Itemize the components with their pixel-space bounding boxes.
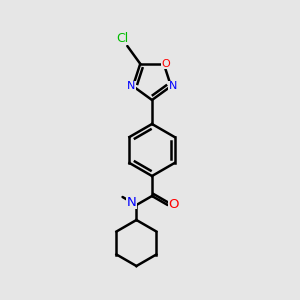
Text: Cl: Cl — [116, 32, 128, 44]
Text: N: N — [169, 81, 177, 91]
Text: N: N — [127, 81, 135, 91]
Text: N: N — [127, 196, 136, 208]
Text: O: O — [168, 197, 179, 211]
Text: O: O — [161, 59, 170, 69]
